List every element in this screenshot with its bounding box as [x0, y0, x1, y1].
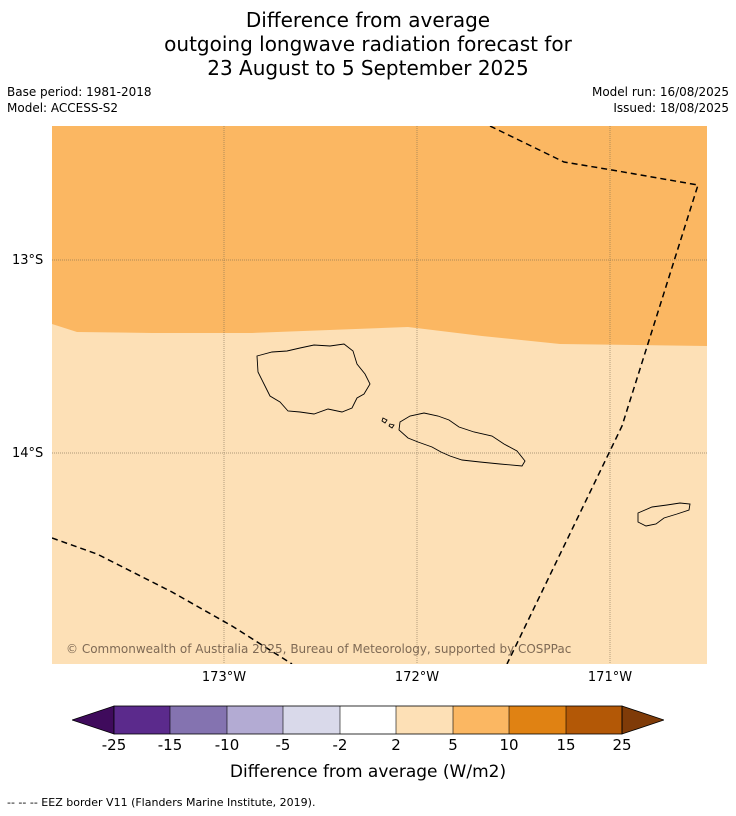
meta-left: Base period: 1981-2018 Model: ACCESS-S2 [7, 84, 152, 116]
region-lower [52, 324, 707, 664]
colorbar-bin-9 [566, 706, 622, 734]
islet-1 [381, 417, 388, 424]
map-canvas [52, 126, 707, 664]
colorbar-tick: -15 [157, 736, 183, 754]
colorbar-bin-1 [114, 706, 170, 734]
map-panel [52, 126, 707, 664]
colorbar-bin-4 [283, 706, 340, 734]
base-period: Base period: 1981-2018 [7, 85, 152, 99]
model-run: Model run: 16/08/2025 [591, 85, 729, 99]
colorbar-tick: -10 [214, 736, 240, 754]
colorbar-tick: -2 [332, 736, 348, 754]
meta-right: Model run: 16/08/2025 Issued: 18/08/2025 [592, 84, 729, 116]
colorbar-bin-3 [227, 706, 283, 734]
colorbar-tick: -25 [101, 736, 127, 754]
copyright-text: © Commonwealth of Australia 2025, Bureau… [66, 642, 572, 656]
lon-label-171: 171°W [587, 670, 633, 685]
colorbar-bin-7 [453, 706, 509, 734]
island-upolu [398, 412, 526, 467]
colorbar-extend-low [72, 705, 115, 735]
colorbar-dividers [169, 706, 567, 734]
colorbar-bin-2 [170, 706, 227, 734]
title-line-3: 23 August to 5 September 2025 [207, 56, 529, 80]
grid-lines [52, 126, 707, 664]
colorbar-outline [113, 705, 623, 735]
eez-border [52, 126, 699, 664]
colorbar-tick: 25 [612, 736, 632, 754]
colorbar-extend-high [621, 705, 664, 735]
island-savaii [256, 343, 371, 415]
lon-label-172: 172°W [394, 670, 440, 685]
colorbar-tick: 2 [391, 736, 401, 754]
colorbar-bin-6 [396, 706, 453, 734]
colorbar-bin-8 [509, 706, 566, 734]
lat-label-13: 13°S [12, 253, 44, 268]
chart-title: Difference from average outgoing longwav… [0, 8, 736, 80]
coastlines [256, 343, 691, 527]
island-tutuila [637, 502, 691, 527]
colorbar-tick: 15 [556, 736, 576, 754]
lat-label-14: 14°S [12, 446, 44, 461]
colorbar-bin-5 [340, 706, 396, 734]
colorbar-tick: 5 [448, 736, 458, 754]
colorbar-tick: 10 [499, 736, 519, 754]
title-line-2: outgoing longwave radiation forecast for [164, 32, 572, 56]
model-name: Model: ACCESS-S2 [7, 101, 119, 115]
title-line-1: Difference from average [245, 8, 491, 32]
eez-legend-note: -- -- -- EEZ border V11 (Flanders Marine… [7, 796, 316, 809]
colorbar [72, 705, 664, 735]
colorbar-label: Difference from average (W/m2) [229, 762, 507, 782]
issued-date: Issued: 18/08/2025 [613, 101, 729, 115]
colorbar-tick: -5 [275, 736, 291, 754]
islet-2 [388, 423, 395, 429]
lon-label-173: 173°W [201, 670, 247, 685]
